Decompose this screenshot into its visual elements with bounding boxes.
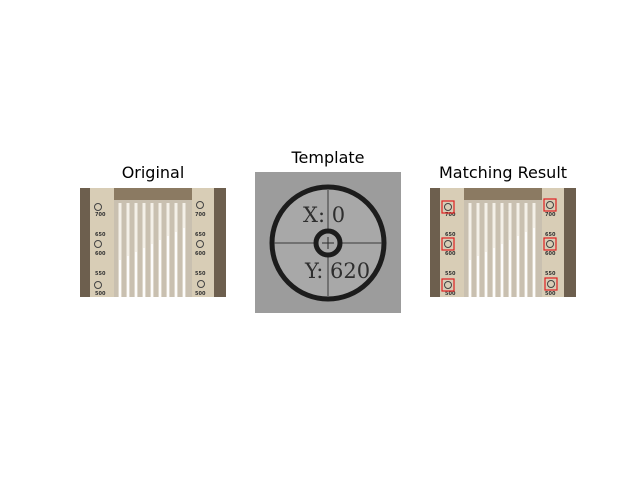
result-scale-left-650: 650 <box>445 232 456 238</box>
original-scale-right-550: 550 <box>195 271 206 277</box>
original-scale-left-500: 500 <box>95 291 106 297</box>
match-box-left-top <box>441 200 455 214</box>
original-scale-left-550: 550 <box>95 271 106 277</box>
original-panel-title: Original <box>121 163 185 182</box>
original-scale-left-650: 650 <box>95 232 106 238</box>
result-scale-left-600: 600 <box>445 251 456 257</box>
result-scale-right-600: 600 <box>545 251 556 257</box>
match-box-right-bottom <box>544 277 558 291</box>
result-scale-right-500: 500 <box>545 291 556 297</box>
original-scale-left-700: 700 <box>95 212 106 218</box>
result-scale-right-550: 550 <box>545 271 556 277</box>
original-scale-right-600: 600 <box>195 251 206 257</box>
result-panel-title: Matching Result <box>438 163 568 182</box>
original-scale-left-600: 600 <box>95 251 106 257</box>
match-box-left-bottom <box>441 278 455 292</box>
result-scale-right-650: 650 <box>545 232 556 238</box>
template-image: X: 0 Y: 620 <box>255 172 401 313</box>
result-scale-right-700: 700 <box>545 212 556 218</box>
template-y-text: Y: 620 <box>304 259 370 283</box>
original-image: 700 650 600 550 500 700 650 600 550 500 <box>80 188 226 297</box>
result-image: 700 650 600 550 500 700 650 600 550 500 <box>430 188 576 297</box>
original-scale-right-700: 700 <box>195 212 206 218</box>
original-scale-right-650: 650 <box>195 232 206 238</box>
template-x-text: X: 0 <box>303 203 345 227</box>
result-scale-left-500: 500 <box>445 291 456 297</box>
match-box-right-middle <box>543 237 557 251</box>
match-box-left-middle <box>441 237 455 251</box>
result-scale-left-700: 700 <box>445 212 456 218</box>
result-scale-left-550: 550 <box>445 271 456 277</box>
match-box-right-top <box>543 198 557 212</box>
template-panel-title: Template <box>291 148 365 167</box>
original-scale-right-500: 500 <box>195 291 206 297</box>
